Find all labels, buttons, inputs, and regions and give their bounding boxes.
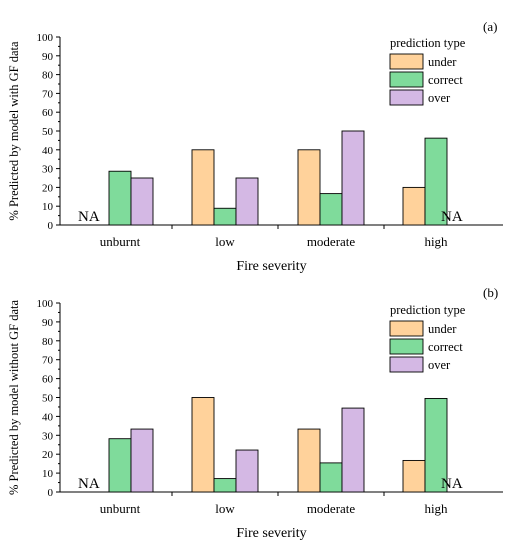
y-tick-label: 30 [42,164,54,176]
bar-correct-moderate [319,193,343,226]
y-tick-label: 20 [42,182,54,194]
legend-title: prediction type [390,303,466,317]
legend-swatch-over [389,356,424,373]
y-tick-label: 100 [37,298,54,310]
legend: prediction type under correct over [389,36,466,106]
legend-swatch-under [389,320,424,337]
bar-correct-high [424,397,448,493]
y-tick-label: 80 [42,70,54,82]
bar-correct-unburnt [108,170,132,226]
na-label-unburnt: NA [78,476,100,492]
legend-label-under: under [428,55,457,69]
y-tick-label: 10 [42,468,54,480]
y-tick-label: 70 [42,355,54,367]
y-tick-label: 90 [42,317,54,329]
na-label-high: NA [441,209,463,225]
bar-correct-low [213,478,237,493]
bar-under-high [402,459,426,493]
y-tick-label: 20 [42,449,54,461]
y-tick-label: 0 [48,220,54,232]
legend-swatch-under [389,53,424,70]
y-tick-label: 40 [42,145,54,157]
y-tick-label: 80 [42,336,54,348]
bar-over-moderate [341,407,365,493]
na-label-high: NA [441,476,463,492]
category-label-low: low [215,501,235,516]
category-label-unburnt: unburnt [100,501,141,516]
bar-over-low [235,449,259,493]
bar-correct-low [213,207,237,226]
y-tick-label: 70 [42,88,54,100]
legend-label-correct: correct [428,340,463,354]
legend-label-under: under [428,322,457,336]
bar-correct-unburnt [108,438,132,493]
legend-swatch-correct [389,71,424,88]
y-tick-label: 50 [42,393,54,405]
bar-under-high [402,186,426,226]
y-tick-label: 60 [42,374,54,386]
bar-correct-high [424,137,448,226]
y-tick-label: 100 [37,32,54,44]
y-tick-label: 50 [42,126,54,138]
y-tick-label: 30 [42,430,54,442]
y-tick-label: 60 [42,107,54,119]
y-tick-label: 0 [48,487,54,499]
legend-swatch-over [389,89,424,106]
legend-title: prediction type [390,36,466,50]
bar-under-low [191,397,215,493]
legend-label-correct: correct [428,73,463,87]
bar-correct-moderate [319,462,343,493]
bar-under-moderate [297,428,321,493]
y-axis-label: % Predicted by model with GF data [7,41,21,221]
bar-under-moderate [297,149,321,226]
y-axis-label: % Predicted by model without GF data [7,299,21,495]
y-tick-label: 90 [42,51,54,63]
bar-over-unburnt [130,177,154,226]
panel-label: (a) [483,19,497,34]
bar-over-low [235,177,259,226]
x-axis-label: Fire severity [236,259,306,274]
legend: prediction type under correct over [389,303,466,373]
category-label-high: high [424,501,448,516]
y-tick-label: 40 [42,411,54,423]
legend-swatch-correct [389,338,424,355]
y-tick-label: 10 [42,201,54,213]
bar-under-low [191,149,215,226]
category-label-unburnt: unburnt [100,234,141,249]
legend-label-over: over [428,358,451,372]
bar-over-moderate [341,130,365,226]
legend-label-over: over [428,91,451,105]
category-label-moderate: moderate [307,501,356,516]
na-label-unburnt: NA [78,209,100,225]
x-axis-label: Fire severity [236,526,306,541]
category-label-moderate: moderate [307,234,356,249]
category-label-high: high [424,234,448,249]
bar-over-unburnt [130,428,154,493]
panel-label: (b) [483,285,498,300]
category-label-low: low [215,234,235,249]
